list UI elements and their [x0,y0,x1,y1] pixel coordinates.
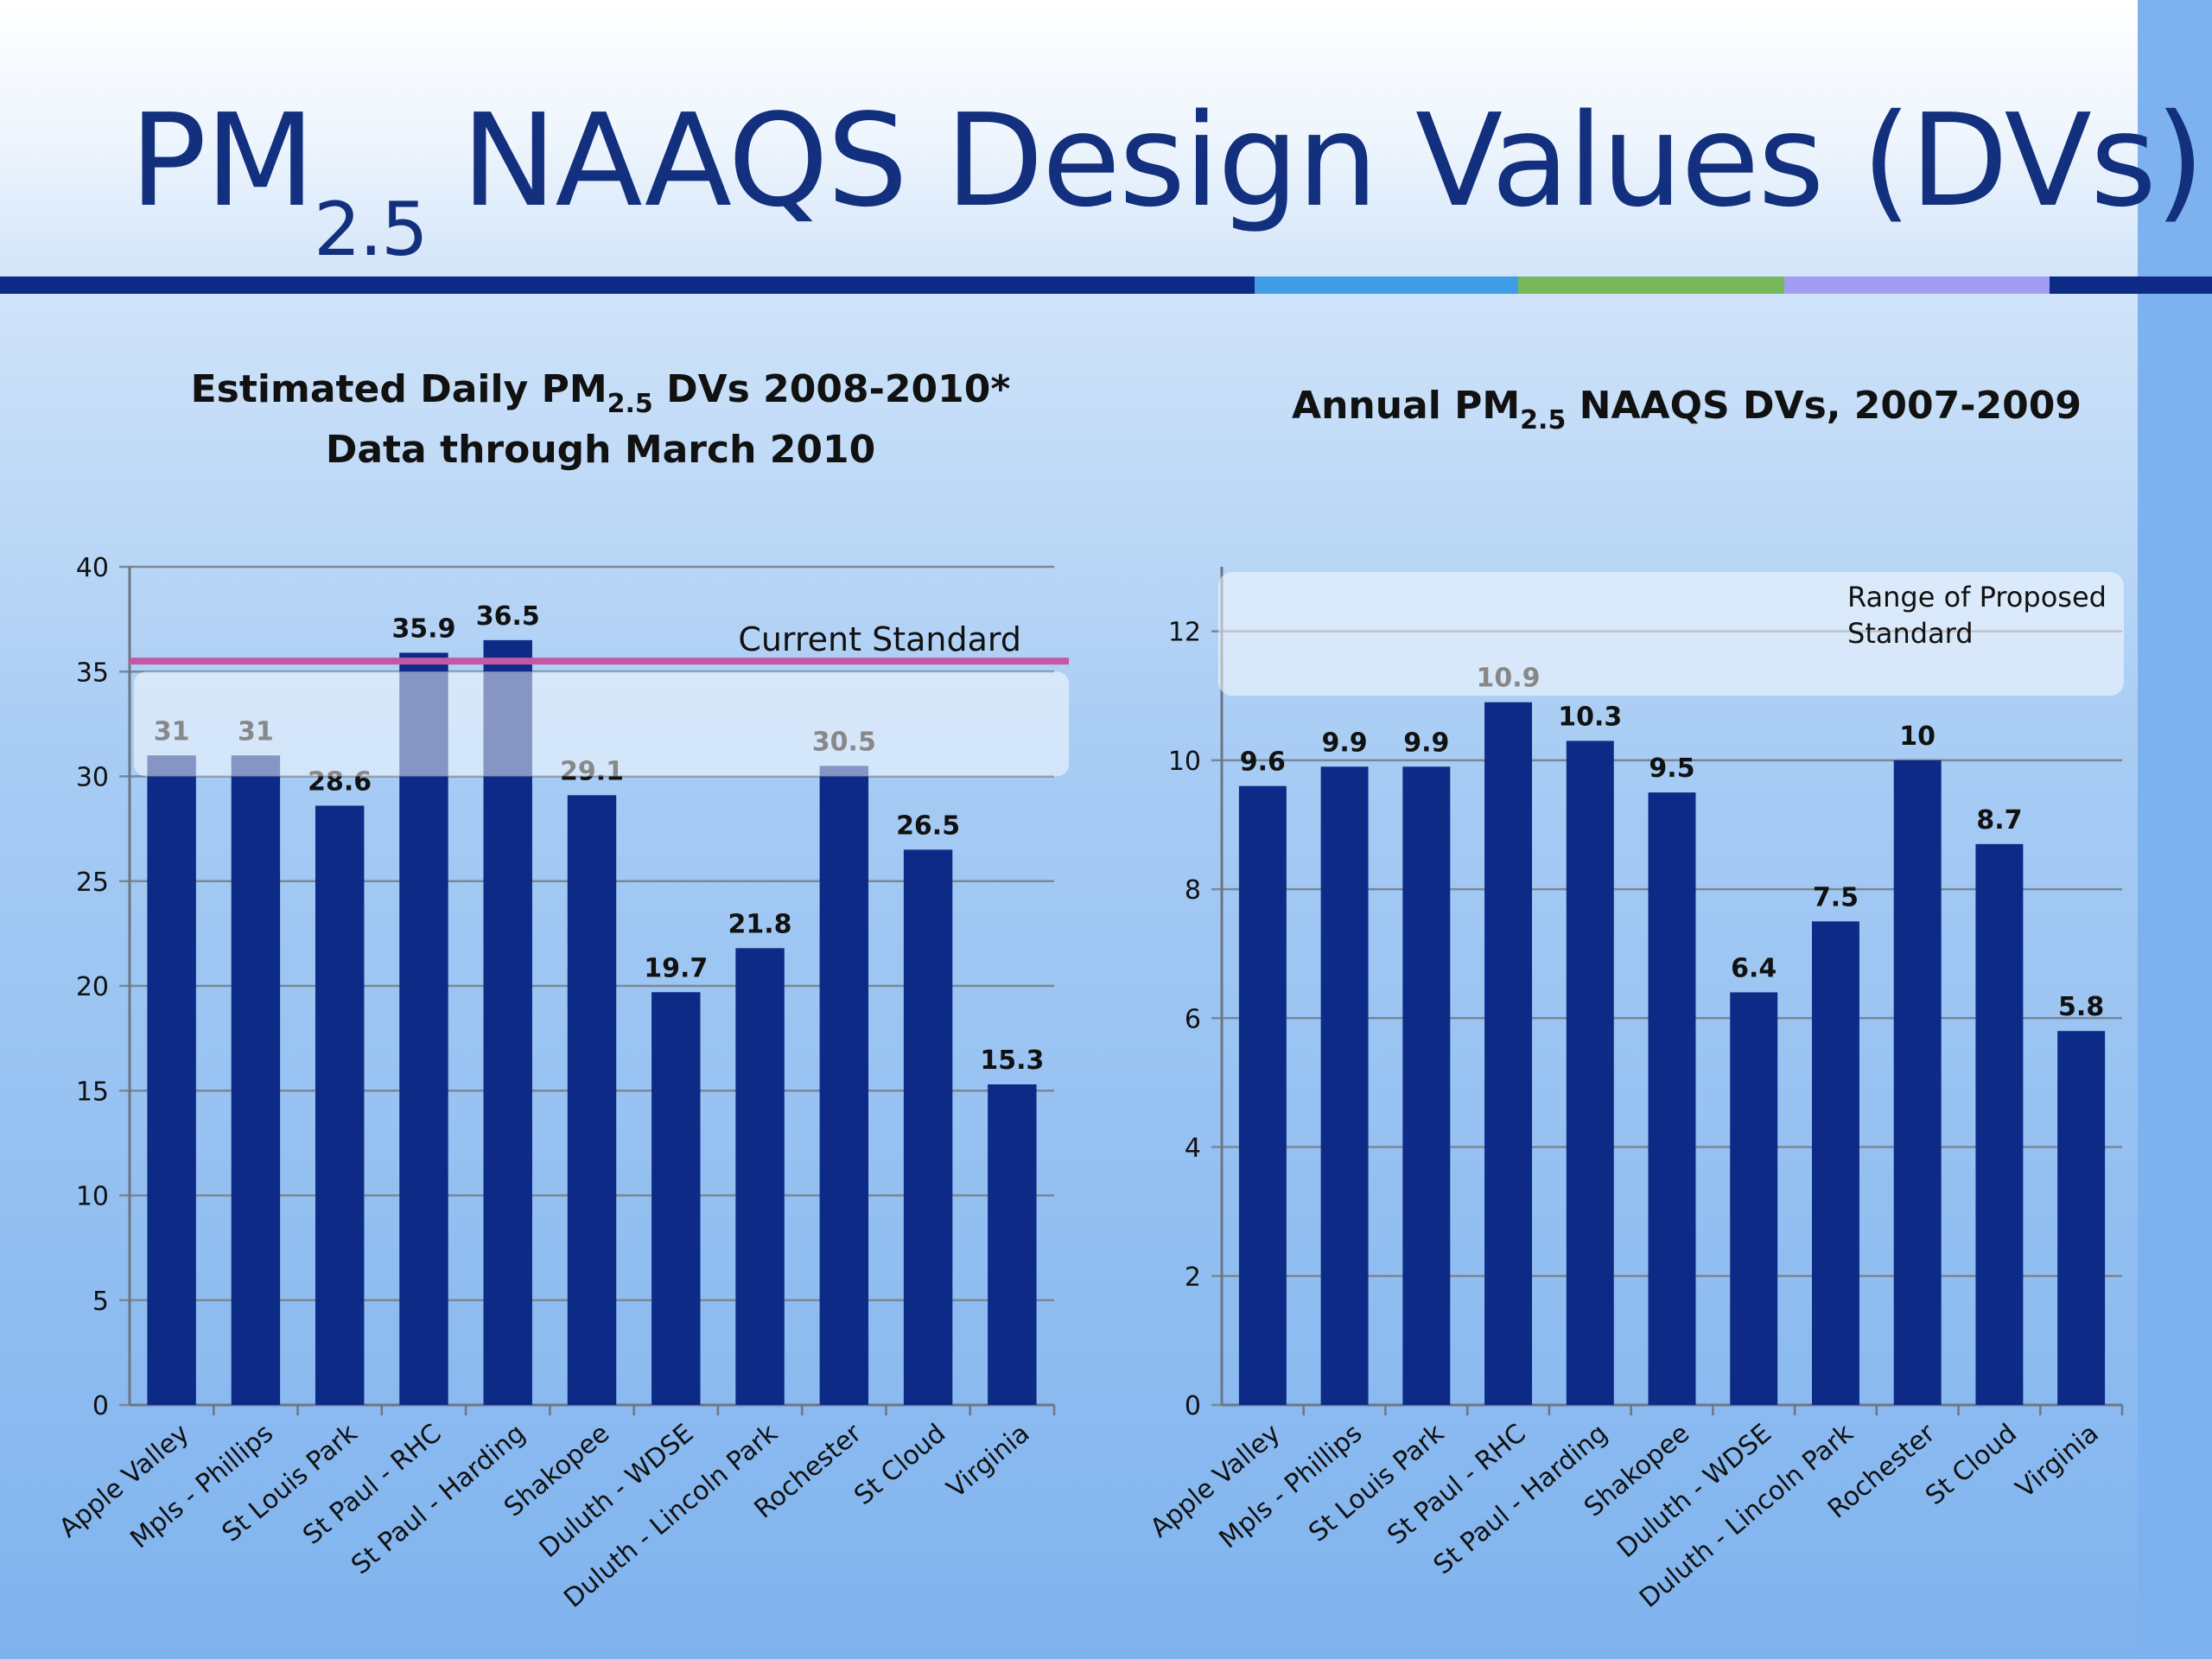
annual-data-label: 9.9 [1322,728,1368,758]
daily-data-label: 19.7 [644,953,708,983]
annual-bar [1402,766,1451,1405]
annual-data-label: 9.6 [1240,747,1286,778]
daily-data-label: 21.8 [728,909,792,939]
daily-y-tick-label: 15 [76,1077,109,1107]
daily-proposed-range-band [134,671,1069,777]
daily-y-tick-label: 30 [76,763,109,793]
daily-bar [903,849,953,1405]
daily-y-tick-label: 0 [92,1391,109,1421]
annual-dv-chart: Annual PM2.5 NAAQS DVs, 2007-2009 0 2 4 6 8 1… [1145,384,2124,1614]
annual-data-label: 9.9 [1403,728,1449,758]
annual-category-label: Virginia [2011,1418,2105,1504]
daily-bar [735,948,785,1405]
annual-bar [1893,760,1942,1405]
annual-y-tick-label: 10 [1168,747,1201,777]
annual-category-label: St Cloud [1920,1418,2023,1511]
annual-bar [1811,921,1859,1405]
annual-bar [1648,792,1696,1405]
title-underline-green [1518,276,1784,294]
daily-data-label: 26.5 [896,810,960,841]
annual-y-tick-label: 4 [1185,1134,1201,1164]
annual-y-tick-label: 0 [1185,1391,1201,1421]
annual-data-label: 8.7 [1976,805,2022,836]
annual-data-label: 10.3 [1558,702,1622,732]
proposed-range-label-line2: Standard [1847,617,1974,650]
daily-data-label: 15.3 [980,1046,1044,1076]
annual-y-tick-label: 2 [1185,1262,1201,1293]
daily-category-label: St Cloud [849,1418,951,1511]
annual-data-label: 9.5 [1649,753,1694,784]
daily-category-label: Mpls - Phillips [124,1418,279,1554]
annual-proposed-range-band [1218,572,2124,696]
daily-data-label: 35.9 [391,613,455,644]
annual-bar [1730,992,1778,1405]
annual-chart-title: Annual PM2.5 NAAQS DVs, 2007-2009 [1292,384,2082,435]
title-underline-dark [0,276,1255,294]
daily-y-tick-label: 40 [76,553,109,583]
daily-chart-title-line1: Estimated Daily PM2.5 DVs 2008-2010* [191,367,1011,419]
annual-bar [1484,702,1533,1405]
annual-bar [1975,843,2024,1405]
daily-bar [147,755,196,1405]
title-underline-blue [1255,276,1518,294]
daily-data-label: 36.5 [476,601,540,632]
annual-data-label: 6.4 [1731,953,1777,983]
annual-category-label: St Paul - RHC [1382,1418,1531,1550]
annual-bar [1238,785,1287,1405]
daily-bar [652,992,701,1405]
annual-bar [1566,741,1614,1405]
annual-y-tick-label: 12 [1168,618,1201,648]
daily-y-tick-label: 35 [76,658,109,688]
title-underline-purple [1784,276,2050,294]
title-subscript: 2.5 [313,187,429,273]
annual-data-label: 10 [1899,721,1936,752]
annual-y-tick-label: 6 [1185,1004,1201,1034]
daily-bar [315,805,365,1405]
daily-bar [567,795,617,1405]
current-standard-label: Current Standard [738,620,1021,658]
annual-bar [2057,1031,2106,1405]
annual-y-tick-label: 8 [1185,875,1201,906]
daily-y-tick-label: 25 [76,868,109,898]
daily-chart-title-line2: Data through March 2010 [326,428,875,472]
daily-y-tick-label: 10 [76,1182,109,1212]
daily-bar [231,755,281,1405]
daily-dv-chart: Estimated Daily PM2.5 DVs 2008-2010* Dat… [54,367,1069,1614]
daily-y-tick-label: 20 [76,972,109,1002]
annual-data-label: 5.8 [2058,992,2104,1022]
annual-data-label: 7.5 [1813,882,1859,912]
annual-category-label: Mpls - Phillips [1214,1418,1369,1554]
daily-category-label: Virginia [941,1418,1035,1504]
proposed-range-label-line1: Range of Proposed [1847,581,2107,613]
annual-bar [1320,766,1369,1405]
daily-bar [399,652,448,1405]
daily-bar [819,766,869,1405]
daily-y-tick-label: 5 [92,1287,109,1317]
daily-bar [988,1084,1037,1405]
slide-title: PM2.5 NAAQS Design Values (DVs) [130,86,2205,273]
title-underline-dark-end [2050,276,2212,294]
